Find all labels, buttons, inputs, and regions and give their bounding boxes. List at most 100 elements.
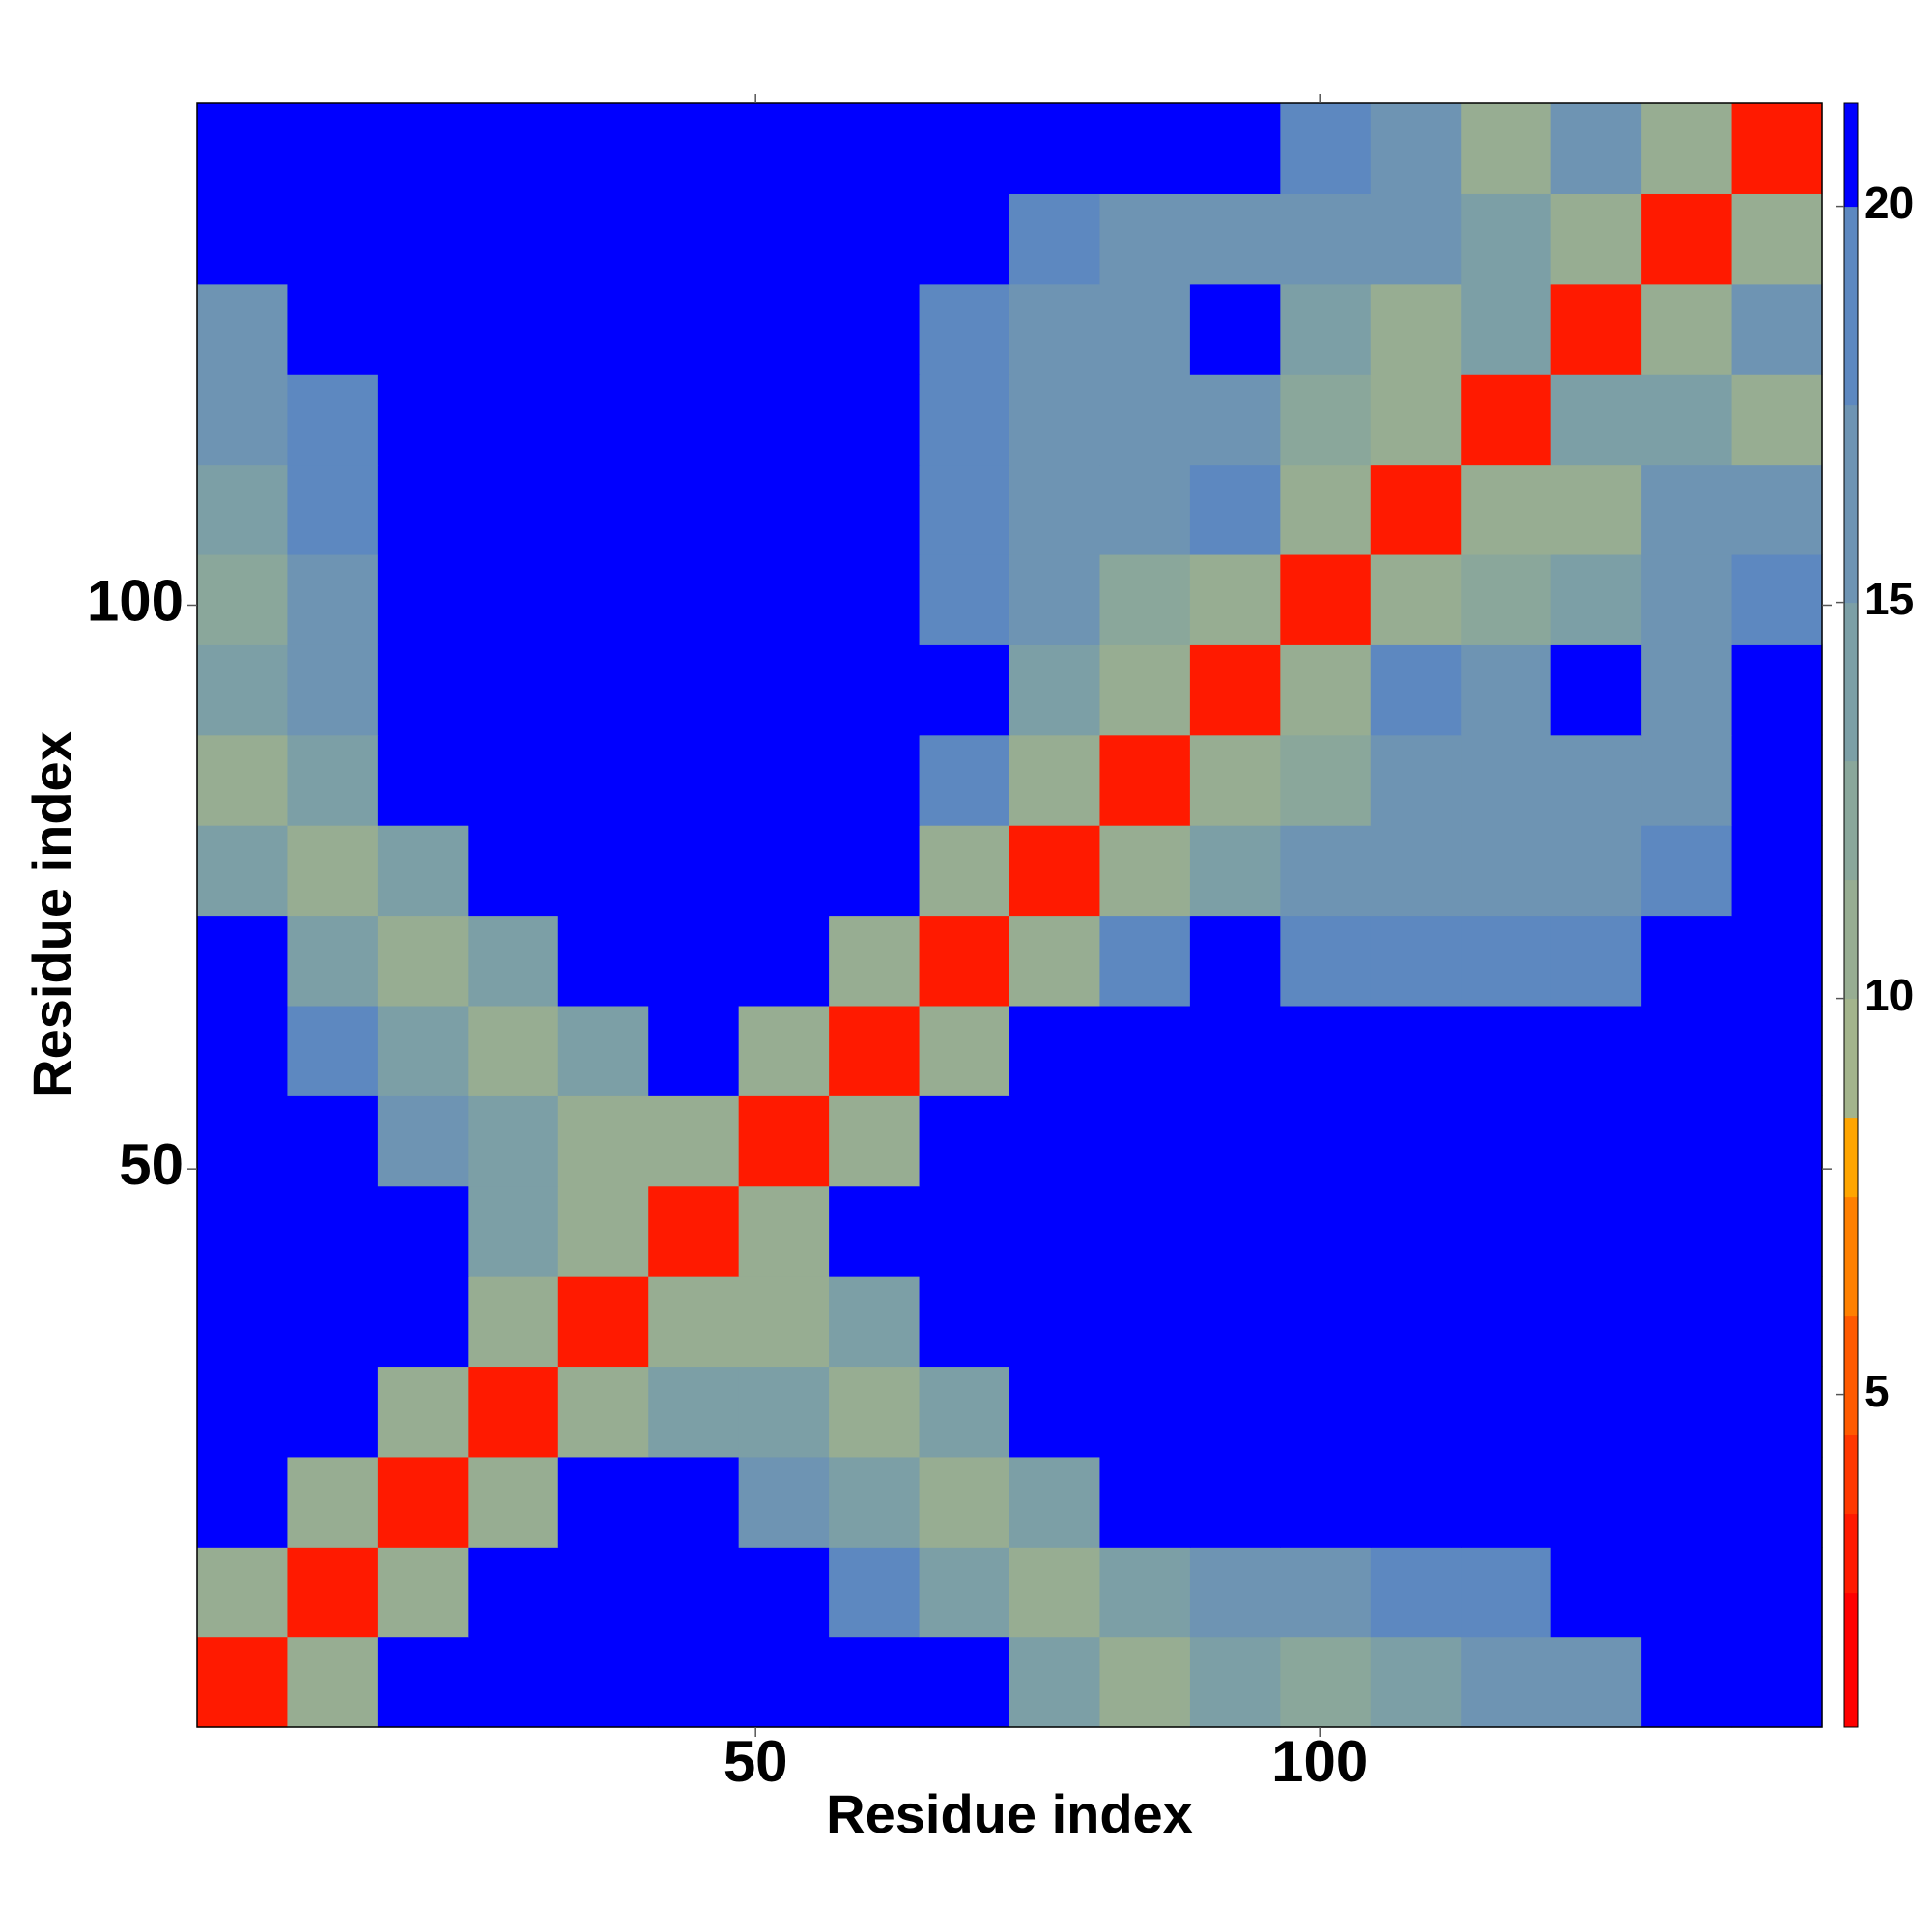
heatmap-cell — [1189, 1636, 1281, 1728]
heatmap-cell — [1370, 1276, 1462, 1368]
heatmap-cell — [738, 734, 830, 826]
heatmap-cell — [1189, 915, 1281, 1007]
heatmap-cell — [1009, 283, 1101, 375]
colorbar-segment — [1844, 1592, 1858, 1728]
heatmap-cell — [829, 283, 921, 375]
heatmap-cell — [1099, 1456, 1191, 1548]
plot-frame — [196, 102, 1823, 1728]
heatmap-cell — [829, 374, 921, 466]
heatmap-cell — [1641, 1366, 1733, 1458]
heatmap-cell — [468, 1636, 559, 1728]
heatmap-cell — [919, 1456, 1010, 1548]
heatmap-cell — [738, 1366, 830, 1458]
colorbar-segment — [1844, 879, 1858, 1000]
heatmap-cell — [377, 1547, 469, 1638]
heatmap-cell — [1461, 1095, 1552, 1187]
heatmap-cell — [1461, 193, 1552, 285]
heatmap-cell — [1641, 1185, 1733, 1277]
heatmap-cell — [1009, 1095, 1101, 1187]
heatmap-cell — [738, 103, 830, 194]
heatmap-cell — [468, 915, 559, 1007]
heatmap-cell — [287, 103, 379, 194]
colorbar-segment — [1844, 602, 1858, 762]
heatmap-cell — [1280, 193, 1372, 285]
heatmap-cell — [1280, 1547, 1372, 1638]
heatmap-cell — [1099, 1276, 1191, 1368]
heatmap-cell — [919, 1276, 1010, 1368]
heatmap-cell — [1550, 915, 1642, 1007]
heatmap-cell — [1461, 1547, 1552, 1638]
heatmap-cell — [1280, 644, 1372, 736]
heatmap-cell — [1731, 283, 1823, 375]
heatmap-cell — [829, 1095, 921, 1187]
x-tick-label: 50 — [724, 1729, 788, 1794]
x-tick-label: 100 — [1271, 1729, 1368, 1794]
heatmap-cell — [287, 644, 379, 736]
heatmap-cell — [377, 193, 469, 285]
heatmap-cell — [1099, 1366, 1191, 1458]
heatmap-cell — [1009, 464, 1101, 555]
heatmap-cell — [557, 1005, 649, 1096]
heatmap-cell — [1461, 1276, 1552, 1368]
heatmap-cell — [829, 464, 921, 555]
heatmap-cell — [829, 734, 921, 826]
colorbar-segment — [1844, 1196, 1858, 1317]
heatmap-cell — [738, 374, 830, 466]
heatmap-cell — [557, 193, 649, 285]
heatmap-cell — [1461, 1456, 1552, 1548]
heatmap-cell — [557, 734, 649, 826]
heatmap-cell — [1099, 1185, 1191, 1277]
heatmap-cell — [468, 464, 559, 555]
heatmap-cell — [1370, 1547, 1462, 1638]
heatmap-cell — [287, 1276, 379, 1368]
heatmap-cell — [1099, 554, 1191, 645]
heatmap-cell — [1280, 825, 1372, 917]
colorbar-segment — [1844, 998, 1858, 1119]
heatmap-cell — [1370, 464, 1462, 555]
heatmap-cell — [1550, 1005, 1642, 1096]
heatmap-cell — [1099, 1636, 1191, 1728]
heatmap-cell — [919, 1547, 1010, 1638]
heatmap-cell — [1280, 1366, 1372, 1458]
heatmap-cell — [287, 1095, 379, 1187]
heatmap-cell — [1189, 283, 1281, 375]
colorbar-tick-label: 5 — [1864, 1366, 1889, 1416]
heatmap-cell — [1009, 554, 1101, 645]
heatmap-cell — [287, 374, 379, 466]
heatmap-cell — [1550, 1276, 1642, 1368]
heatmap-cell — [377, 1095, 469, 1187]
heatmap-cell — [377, 374, 469, 466]
heatmap-cell — [829, 1276, 921, 1368]
heatmap-cell — [1280, 554, 1372, 645]
heatmap-cell — [1099, 464, 1191, 555]
heatmap-cell — [1641, 283, 1733, 375]
heatmap-cell — [1641, 193, 1733, 285]
heatmap-cell — [1189, 1456, 1281, 1548]
heatmap-cell — [919, 554, 1010, 645]
heatmap-cell — [1731, 1547, 1823, 1638]
heatmap-cell — [1641, 374, 1733, 466]
heatmap-cell — [1280, 1185, 1372, 1277]
heatmap-cell — [738, 1547, 830, 1638]
heatmap-cell — [1189, 103, 1281, 194]
heatmap-cell — [377, 103, 469, 194]
heatmap-cell — [1461, 554, 1552, 645]
colorbar-segment — [1844, 103, 1858, 208]
heatmap-cell — [1731, 1185, 1823, 1277]
heatmap-cell — [648, 1547, 740, 1638]
heatmap-cell — [1641, 1095, 1733, 1187]
heatmap-cell — [1641, 644, 1733, 736]
heatmap-cell — [829, 1636, 921, 1728]
heatmap-cell — [1280, 283, 1372, 375]
heatmap-cell — [468, 734, 559, 826]
heatmap-cell — [197, 374, 289, 466]
heatmap-cell — [919, 1636, 1010, 1728]
heatmap-cell — [1461, 734, 1552, 826]
heatmap-cell — [648, 103, 740, 194]
heatmap-cell — [197, 1005, 289, 1096]
heatmap-cell — [287, 283, 379, 375]
heatmap-cell — [1641, 1547, 1733, 1638]
heatmap-cell — [468, 283, 559, 375]
heatmap-cell — [1189, 1366, 1281, 1458]
